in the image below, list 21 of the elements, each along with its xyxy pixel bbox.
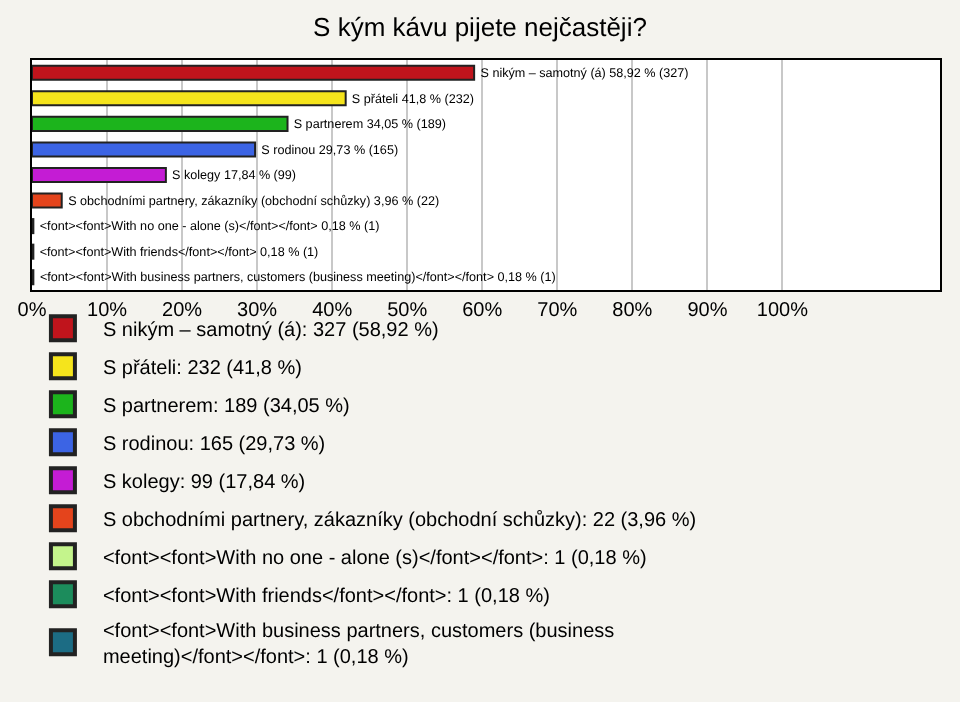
legend-label: S rodinou: 165 (29,73 %): [102, 434, 326, 456]
legend-label: S kolegy: 99 (17,84 %): [102, 472, 306, 494]
legend-label: S obchodními partnery, zákazníky (obchodní schůzky): 22 (3,96 %): [102, 508, 697, 532]
x-tick-label: 40%: [312, 300, 353, 322]
x-tick-label: 90%: [687, 300, 728, 322]
x-tick-label: 80%: [612, 300, 653, 322]
x-tick-label: 50%: [387, 300, 428, 322]
x-tick-label: 20%: [162, 300, 203, 322]
x-tick-label: 30%: [237, 300, 278, 322]
legend-label: S partnerem: 189 (34,05 %): [102, 396, 350, 418]
x-tick-label: 60%: [462, 300, 503, 322]
legend-label: <font><font>With business partners, customers (business meeting)</font></font>: 1 (0,18 %): [102, 621, 615, 669]
legend-label: S nikým – samotný (á): 327 (58,92 %): [102, 320, 439, 342]
x-tick-label: 10%: [87, 300, 128, 322]
x-tick-label: 100%: [756, 300, 809, 322]
x-tick-label: 0%: [17, 300, 47, 322]
x-tick-label: 70%: [537, 300, 578, 322]
legend-label: <font><font>With no one - alone (s)</font></font>: 1 (0,18 %): [102, 548, 647, 570]
legend-label: S přáteli: 232 (41,8 %): [102, 358, 302, 380]
legend-label: <font><font>With friends</font></font>: 1 (0,18 %): [102, 586, 550, 608]
chart-title: S kým kávu pijete nejčastěji?: [313, 11, 647, 42]
